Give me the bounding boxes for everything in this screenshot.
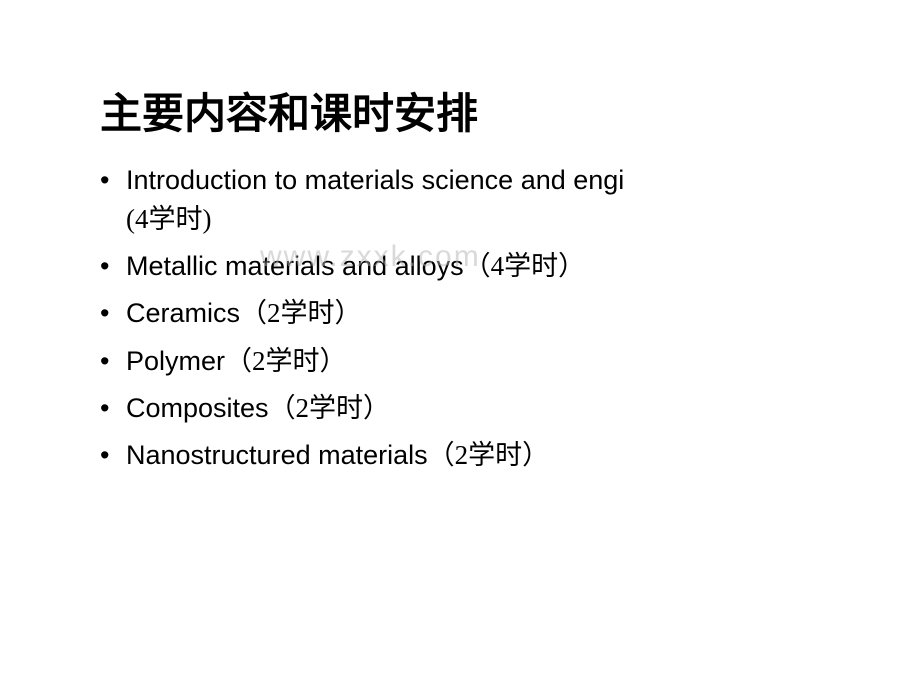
bullet-text-en: Metallic materials and alloys (126, 251, 464, 281)
list-item: Nanostructured materials（2学时） (100, 436, 860, 475)
list-item: Composites（2学时） (100, 389, 860, 428)
list-item: Polymer（2学时） (100, 342, 860, 381)
slide-container: 主要内容和课时安排 Introduction to materials scie… (0, 0, 920, 543)
bullet-text-en: Introduction to materials science and en… (126, 165, 624, 195)
bullet-text-en: Composites (126, 393, 269, 423)
bullet-text-cn: （2学时） (269, 393, 391, 423)
list-item: Introduction to materials science and en… (100, 161, 860, 239)
slide-title: 主要内容和课时安排 (100, 80, 860, 141)
bullet-text-cn: (4学时) (126, 204, 211, 234)
bullet-text-en: Ceramics (126, 298, 240, 328)
bullet-text-cn: （4学时） (464, 251, 586, 281)
bullet-list: Introduction to materials science and en… (100, 161, 860, 475)
bullet-text-cn: （2学时） (240, 298, 362, 328)
bullet-text-cn: （2学时） (428, 440, 550, 470)
bullet-text-cn: （2学时） (225, 346, 347, 376)
bullet-text-en: Nanostructured materials (126, 440, 428, 470)
list-item: Metallic materials and alloys（4学时） (100, 247, 860, 286)
list-item: Ceramics（2学时） (100, 294, 860, 333)
bullet-text-en: Polymer (126, 346, 225, 376)
